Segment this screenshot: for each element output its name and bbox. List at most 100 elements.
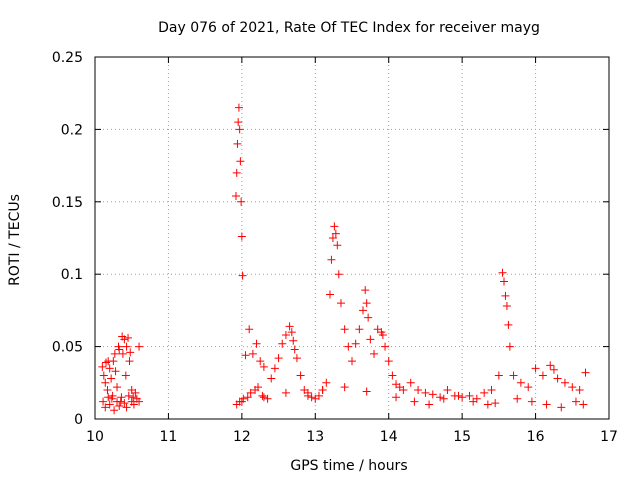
data-point: [278, 339, 287, 348]
data-point: [267, 374, 276, 383]
data-point: [122, 403, 131, 412]
x-tick-label: 16: [527, 429, 545, 445]
data-point: [110, 349, 119, 358]
data-point: [234, 103, 243, 112]
data-point: [469, 397, 478, 406]
data-point: [443, 386, 452, 395]
data-point: [256, 357, 265, 366]
data-point: [498, 268, 507, 277]
data-point: [122, 342, 131, 351]
y-tick-label: 0.2: [61, 122, 83, 138]
data-point: [237, 232, 246, 241]
data-point: [252, 339, 261, 348]
data-point: [281, 331, 290, 340]
x-tick-label: 11: [160, 429, 178, 445]
data-point: [234, 118, 243, 127]
data-point: [243, 393, 252, 402]
x-tick-label: 10: [86, 429, 104, 445]
data-point: [237, 197, 246, 206]
y-axis-ticks: 0 0.05 0.1 0.15 0.2 0.25: [52, 50, 609, 428]
data-point: [465, 391, 474, 400]
data-point: [99, 397, 108, 406]
data-point: [233, 139, 242, 148]
data-point: [581, 368, 590, 377]
data-point: [414, 386, 423, 395]
data-point: [531, 364, 540, 373]
data-point: [248, 349, 257, 358]
data-point: [245, 325, 254, 334]
data-point: [381, 342, 390, 351]
data-point: [235, 125, 244, 134]
y-axis-label: ROTI / TECUs: [7, 194, 23, 286]
data-point: [115, 401, 124, 410]
data-point: [231, 192, 240, 201]
x-axis-ticks: 10 11 12 13 14 15 16 17: [86, 57, 618, 445]
data-point: [105, 364, 114, 373]
data-point: [322, 378, 331, 387]
data-point: [509, 371, 518, 380]
data-point: [129, 400, 138, 409]
data-point: [378, 331, 387, 340]
data-point: [399, 386, 408, 395]
y-tick-label: 0.1: [61, 267, 83, 283]
data-point: [110, 406, 119, 415]
data-point: [124, 333, 133, 342]
data-point: [370, 349, 379, 358]
data-point: [557, 403, 566, 412]
data-point: [105, 400, 114, 409]
data-point: [491, 399, 500, 408]
data-point: [362, 387, 371, 396]
data-point: [120, 335, 129, 344]
data-point: [501, 291, 510, 300]
data-point: [98, 362, 107, 371]
data-point: [131, 388, 140, 397]
data-point: [117, 393, 126, 402]
data-point: [344, 342, 353, 351]
data-point: [334, 270, 343, 279]
data-point: [281, 388, 290, 397]
data-point: [314, 391, 323, 400]
data-point: [121, 371, 130, 380]
y-tick-label: 0.05: [52, 340, 83, 356]
data-points: [98, 103, 590, 415]
data-point: [287, 328, 296, 337]
x-tick-label: 17: [600, 429, 618, 445]
data-point: [560, 378, 569, 387]
data-point: [236, 157, 245, 166]
data-point: [232, 168, 241, 177]
data-point: [348, 357, 356, 366]
data-point: [258, 391, 267, 400]
data-point: [101, 378, 110, 387]
x-tick-label: 12: [233, 429, 251, 445]
y-tick-label: 0: [74, 412, 83, 428]
data-point: [571, 397, 580, 406]
x-axis-label: GPS time / hours: [290, 458, 407, 474]
data-point: [113, 397, 122, 406]
data-point: [568, 383, 577, 392]
data-point: [290, 345, 299, 354]
data-point: [483, 400, 492, 409]
data-point: [454, 391, 463, 400]
data-point: [238, 271, 247, 280]
y-tick-label: 0.25: [52, 50, 83, 66]
data-point: [330, 222, 339, 231]
data-point: [318, 386, 327, 395]
data-point: [359, 306, 368, 315]
data-point: [406, 378, 415, 387]
data-point: [270, 364, 279, 373]
data-point: [362, 299, 371, 308]
data-point: [421, 388, 430, 397]
data-point: [579, 400, 588, 409]
data-point: [285, 322, 294, 331]
data-point: [129, 393, 138, 402]
data-point: [246, 388, 255, 397]
data-point: [115, 345, 124, 354]
data-point: [118, 349, 127, 358]
data-point: [538, 371, 547, 380]
data-point: [542, 400, 551, 409]
data-point: [516, 378, 525, 387]
data-point: [388, 371, 397, 380]
data-point: [259, 362, 268, 371]
data-point: [104, 393, 113, 402]
data-point: [325, 290, 334, 299]
